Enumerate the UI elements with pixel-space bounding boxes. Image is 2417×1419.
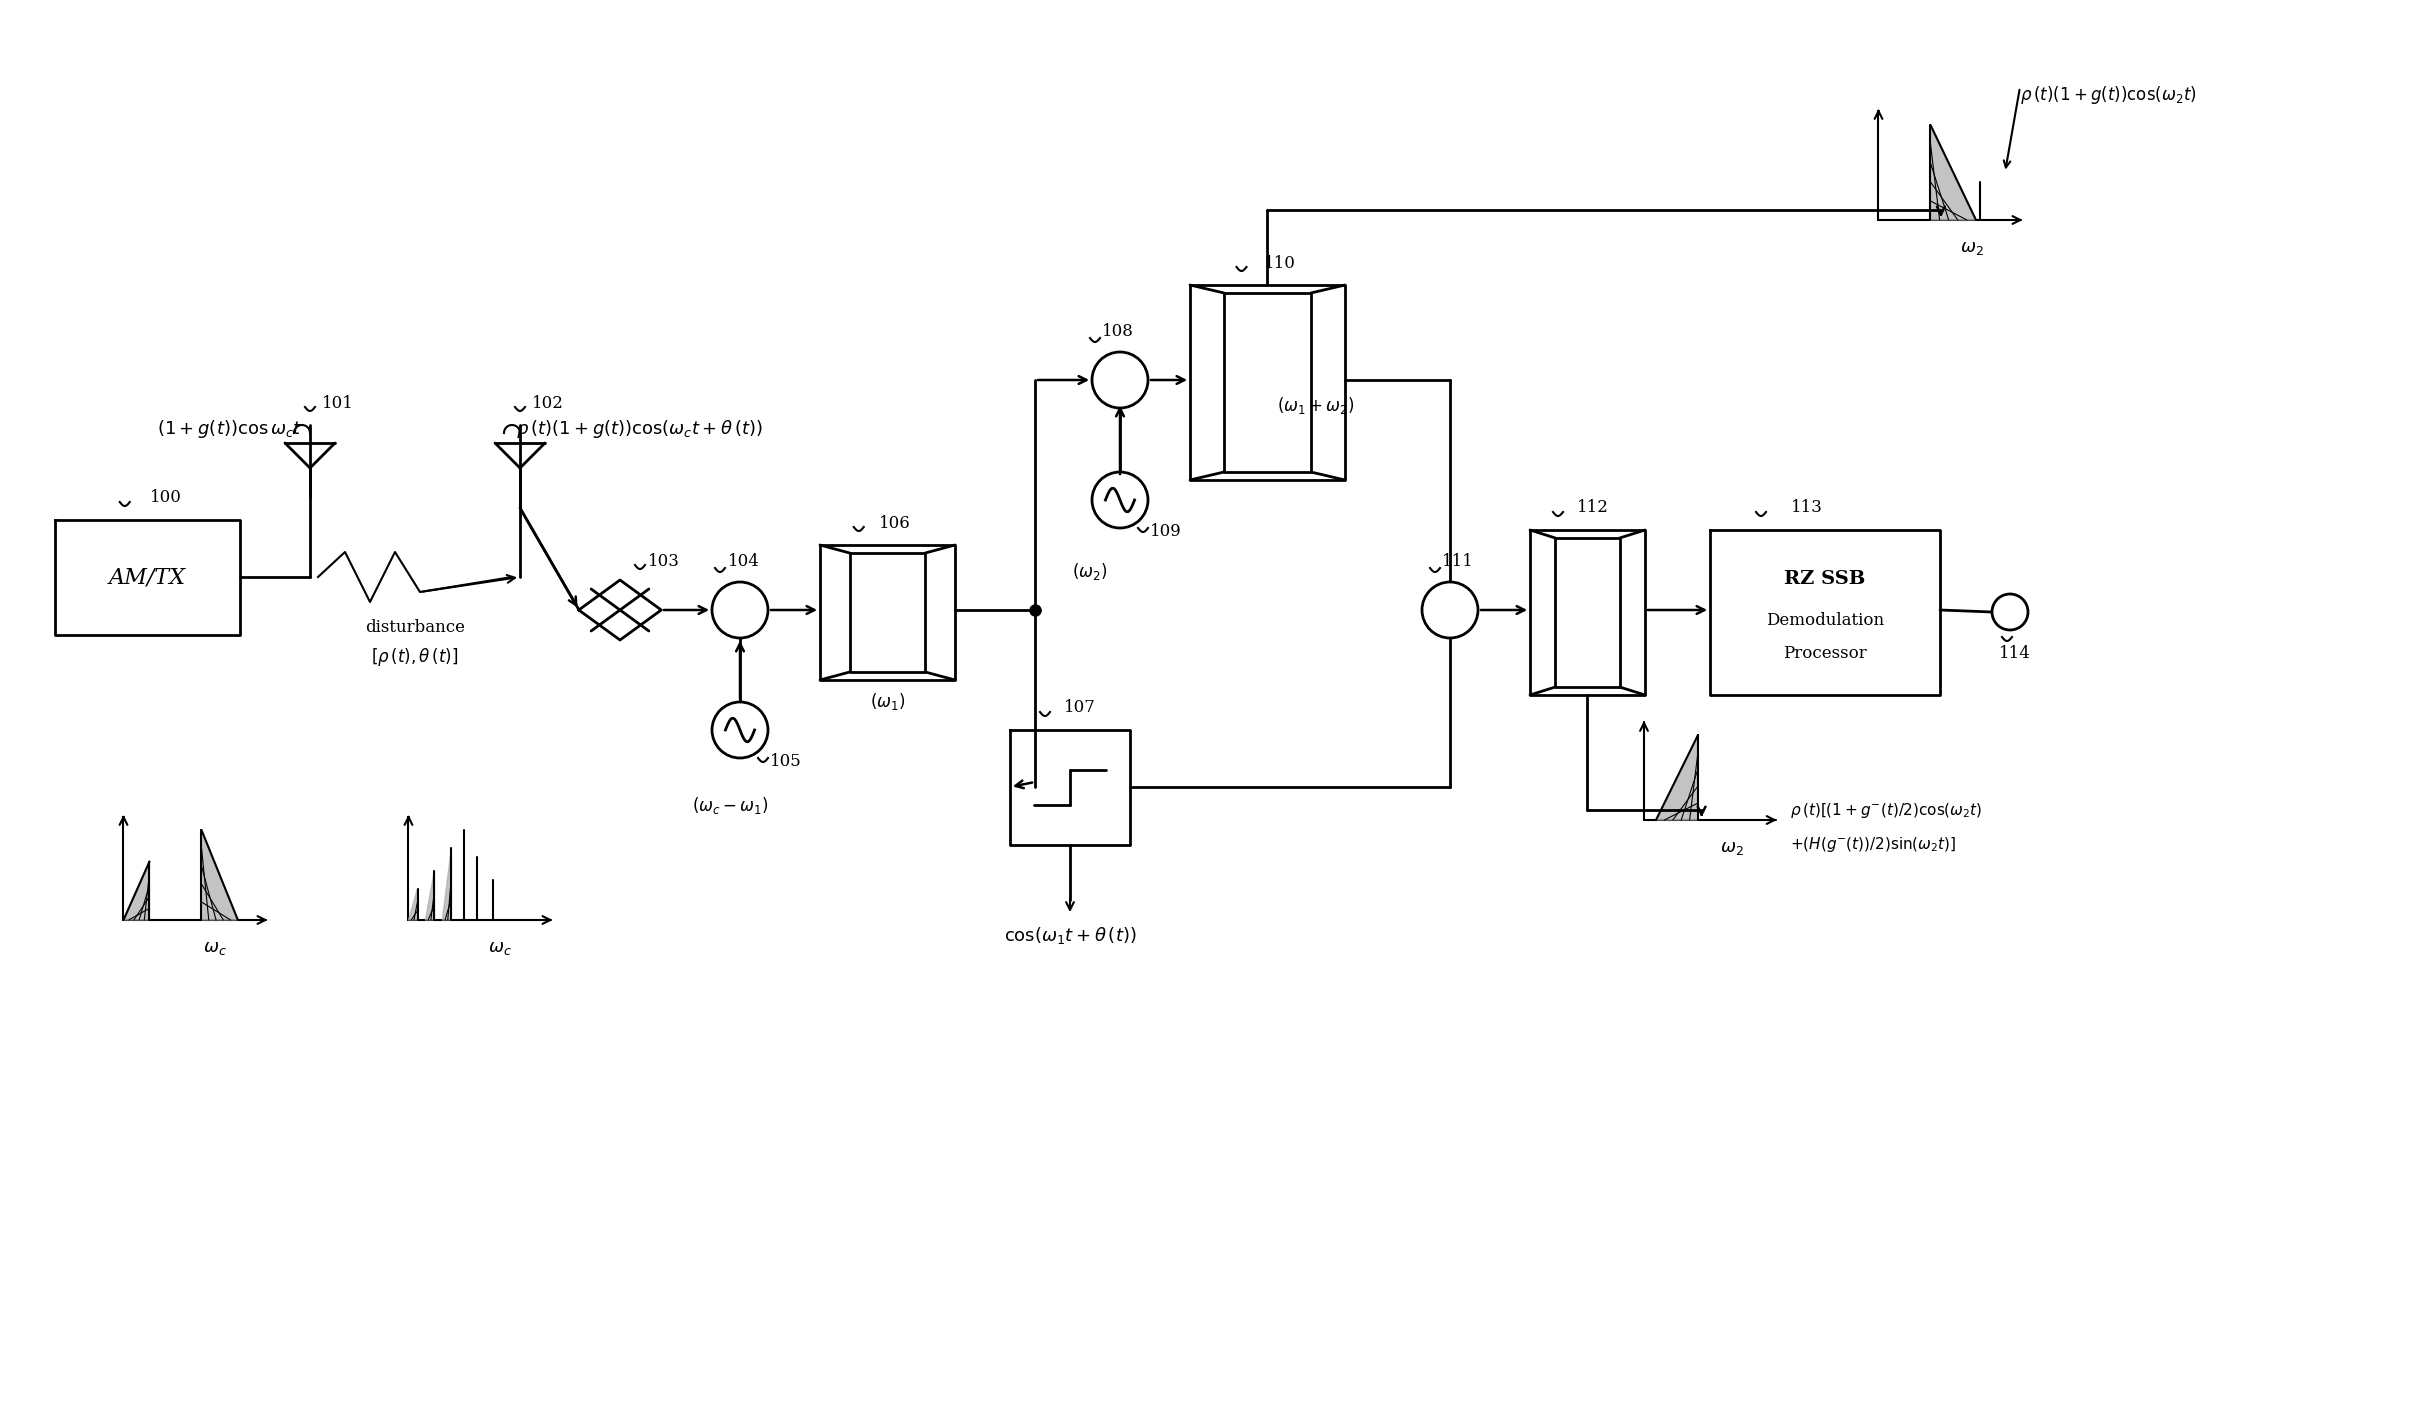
Text: $(1+g(t))\cos\omega_c t$: $(1+g(t))\cos\omega_c t$ (157, 419, 302, 440)
Text: 104: 104 (728, 553, 759, 570)
Text: 113: 113 (1791, 499, 1822, 517)
Polygon shape (1656, 735, 1699, 820)
Text: 110: 110 (1264, 254, 1296, 271)
Text: $\omega_2$: $\omega_2$ (1721, 839, 1745, 857)
Text: $\omega_c$: $\omega_c$ (203, 939, 227, 956)
Text: 100: 100 (150, 490, 181, 507)
Polygon shape (1931, 125, 1977, 220)
Polygon shape (442, 849, 452, 920)
Text: 114: 114 (1999, 646, 2030, 663)
Text: $\omega_2$: $\omega_2$ (1960, 238, 1984, 257)
Polygon shape (123, 861, 150, 920)
Text: 112: 112 (1576, 499, 1607, 517)
Text: RZ SSB: RZ SSB (1784, 570, 1866, 589)
Circle shape (1421, 582, 1479, 639)
Circle shape (713, 702, 769, 758)
Text: $[\rho\,(t),\theta\,(t)]$: $[\rho\,(t),\theta\,(t)]$ (372, 646, 459, 668)
Circle shape (1092, 473, 1148, 528)
Polygon shape (201, 830, 237, 920)
Text: $\rho\,(t)(1+g(t))\cos(\omega_2 t)$: $\rho\,(t)(1+g(t))\cos(\omega_2 t)$ (2021, 84, 2197, 106)
Text: 111: 111 (1443, 553, 1474, 570)
Text: 101: 101 (321, 394, 353, 412)
Text: 107: 107 (1063, 700, 1095, 717)
Text: 102: 102 (532, 394, 563, 412)
Text: Processor: Processor (1784, 646, 1866, 663)
Text: 103: 103 (648, 553, 679, 570)
Text: $\cos(\omega_1 t+\theta\,(t))$: $\cos(\omega_1 t+\theta\,(t))$ (1003, 925, 1136, 945)
Text: $(\omega_1)$: $(\omega_1)$ (870, 691, 906, 712)
Circle shape (1992, 595, 2028, 630)
Text: $(\omega_c-\omega_1)$: $(\omega_c-\omega_1)$ (691, 795, 769, 816)
Text: $\omega_c$: $\omega_c$ (488, 939, 512, 956)
Text: 106: 106 (880, 515, 911, 532)
Polygon shape (425, 870, 435, 920)
Text: 109: 109 (1150, 524, 1182, 541)
Text: $\rho\,(t)(1+g(t))\cos(\omega_c t+\theta\,(t))$: $\rho\,(t)(1+g(t))\cos(\omega_c t+\theta… (517, 419, 764, 440)
Text: $+(H(g^{-}(t))/2)\sin(\omega_2 t)]$: $+(H(g^{-}(t))/2)\sin(\omega_2 t)]$ (1791, 836, 1955, 854)
Text: $(\omega_2)$: $(\omega_2)$ (1073, 562, 1107, 583)
Text: $\rho\,(t)[(1+g^{-}(t)/2)\cos(\omega_2 t)$: $\rho\,(t)[(1+g^{-}(t)/2)\cos(\omega_2 t… (1791, 800, 1982, 820)
Text: 108: 108 (1102, 324, 1134, 341)
Text: disturbance: disturbance (365, 619, 464, 636)
Text: Demodulation: Demodulation (1767, 612, 1885, 629)
Text: $(\omega_1+\omega_2)$: $(\omega_1+\omega_2)$ (1279, 394, 1356, 416)
Circle shape (1092, 352, 1148, 409)
Text: 105: 105 (771, 753, 802, 771)
Circle shape (713, 582, 769, 639)
Polygon shape (408, 888, 418, 920)
Text: AM/TX: AM/TX (109, 566, 186, 589)
